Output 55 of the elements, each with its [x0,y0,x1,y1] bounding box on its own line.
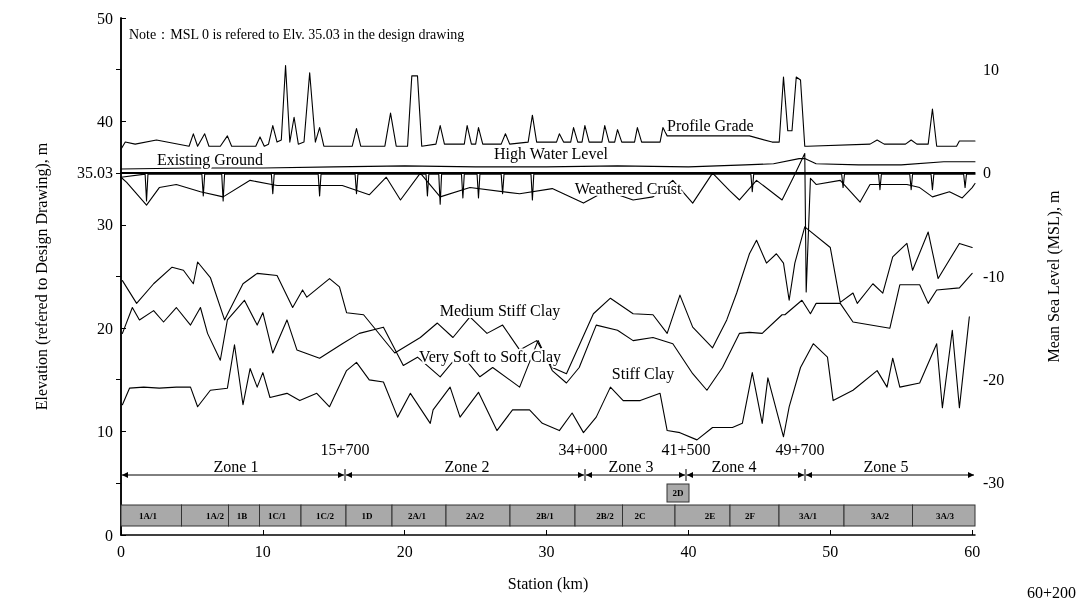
y-tick-label: 20 [97,319,113,337]
annotation: 2D [672,488,684,498]
annotation: 34+000 [558,440,608,458]
annotation: 41+500 [661,440,711,458]
annotation: 2B/2 [596,511,615,521]
annotation: 2F [745,511,756,521]
annotation: 2A/1 [408,511,427,521]
annotation: Stiff Clay [611,364,675,383]
y-tick-label: 10 [97,423,113,441]
annotation: Note：MSL 0 is refered to Elv. 35.03 in the design drawing [129,26,465,42]
x-tick-label: 0 [117,542,125,560]
x-axis-title: Station (km) [507,574,589,593]
annotation: 15+700 [320,440,370,458]
annotation: 3A/2 [871,511,890,521]
annotation: 1C/1 [268,511,287,521]
y2-axis-title: Mean Sea Level (MSL), m [1044,189,1063,363]
y2-tick-label: -20 [983,371,1005,389]
x-tick-label: 10 [254,542,271,560]
annotation: Profile Grade [667,116,754,134]
annotation: High Water Level [494,144,609,163]
x-tick-label: 50 [822,542,839,560]
y-axis-title: Elevation (refered to Design Drawing), m [32,142,51,411]
annotation: Existing Ground [156,150,264,169]
annotation: 2C [634,511,646,521]
annotation: Zone 2 [444,457,490,475]
y2-tick-label: -30 [983,474,1005,492]
x-tick-label: 30 [538,542,555,560]
y-tick-label: 30 [97,216,113,234]
annotation: 2E [704,511,716,521]
y-tick-label: 40 [97,112,113,130]
annotation: 2B/1 [536,511,555,521]
annotation: Zone 5 [863,457,909,475]
x-tick-label: 40 [680,542,697,560]
y-tick-label: 50 [97,9,113,27]
annotation: Zone 4 [711,457,757,475]
y-tick-label: 35.03 [77,164,113,182]
y2-tick-label: -10 [983,267,1005,285]
y2-tick-label: 10 [983,60,999,78]
annotation: Zone 1 [213,457,259,475]
y2-tick-label: 0 [983,164,991,182]
annotation: 2A/2 [466,511,485,521]
annotation: 1A/1 [139,511,158,521]
annotation: 1D [361,511,373,521]
annotation: Zone 3 [608,457,654,475]
annotation: 3A/3 [936,511,955,521]
text: 60+200 [1026,583,1076,601]
annotation: 1B [236,511,248,521]
y-tick-label: 0 [105,526,113,544]
annotation: 1A/2 [206,511,225,521]
annotation: 1C/2 [316,511,335,521]
annotation: 49+700 [775,440,825,458]
x-tick-label: 20 [396,542,413,560]
annotation: Medium Stiff Clay [439,301,561,320]
x-tick-label: 60 [964,542,981,560]
annotation: 3A/1 [799,511,818,521]
